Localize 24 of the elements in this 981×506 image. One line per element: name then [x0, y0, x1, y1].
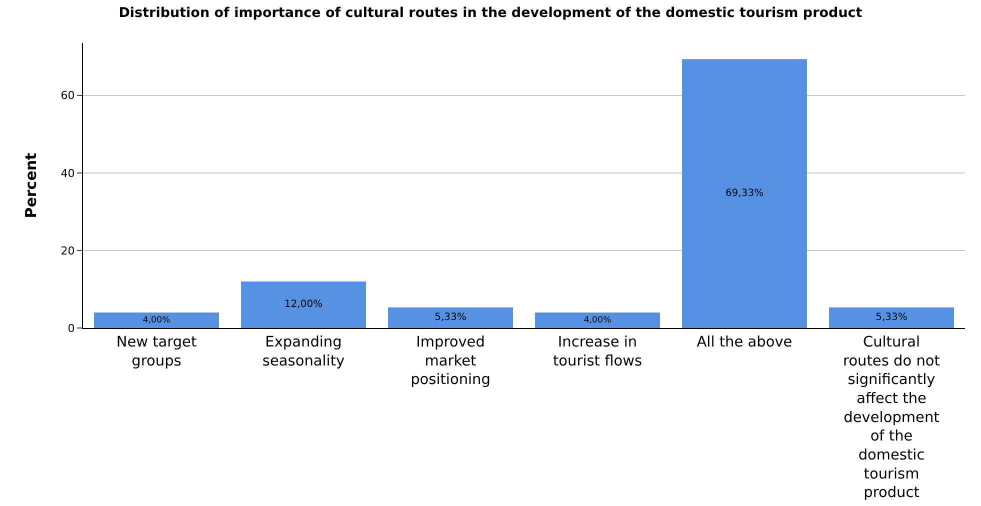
y-tick-label: 0	[68, 322, 75, 335]
category-label: Cultural routes do not significantly affect the development of the domestic tourism product	[843, 334, 940, 502]
y-axis-title: Percent	[22, 152, 40, 218]
bar	[682, 59, 807, 328]
bar	[94, 312, 219, 328]
data-label: 5,33%	[434, 312, 466, 324]
data-label: 12,00%	[284, 299, 323, 310]
x-tick-label: New target groups	[116, 334, 197, 370]
x-tick-label: Improved market positioning	[410, 334, 490, 388]
chart-title: Distribution of importance of cultural routes in the development of the domestic tourism product	[118, 5, 863, 22]
data-label: 4,00%	[142, 315, 170, 326]
x-tick-label: Expanding seasonality	[262, 334, 346, 370]
y-tick-label: 40	[60, 166, 75, 180]
data-label: 69,33%	[725, 188, 764, 200]
data-label: 4,00%	[584, 315, 612, 326]
x-tick-label: Increase in tourist flows	[552, 334, 642, 370]
y-tick-label: 20	[60, 244, 75, 258]
data-label: 5,33%	[876, 312, 908, 324]
bar	[388, 307, 513, 328]
x-tick-label: All the above	[696, 334, 792, 350]
bar	[829, 307, 954, 328]
bar	[535, 312, 660, 328]
bar	[241, 281, 366, 328]
y-tick-label: 60	[60, 89, 75, 102]
